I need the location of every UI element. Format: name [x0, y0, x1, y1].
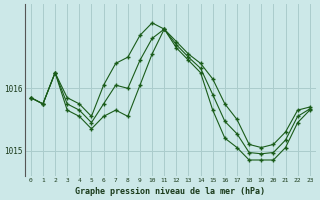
X-axis label: Graphe pression niveau de la mer (hPa): Graphe pression niveau de la mer (hPa): [75, 187, 265, 196]
